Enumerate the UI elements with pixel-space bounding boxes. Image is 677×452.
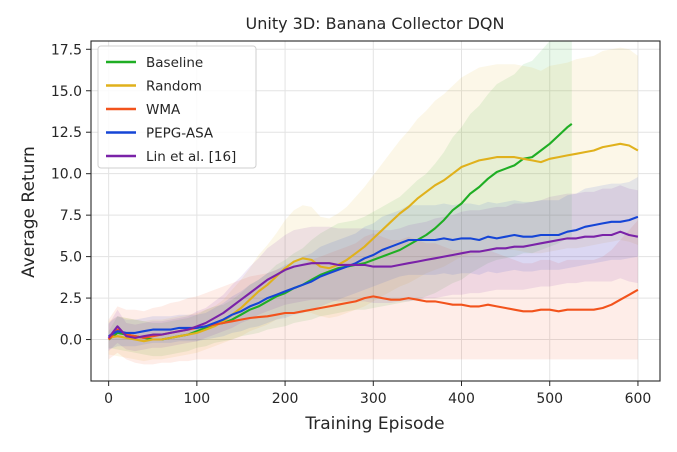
y-axis-title: Average Return [19, 146, 39, 278]
y-tick-label: 10.0 [51, 167, 82, 183]
y-tick-label: 15.0 [51, 84, 82, 100]
legend-frame [97, 45, 257, 169]
series-line-1 [108, 142, 639, 343]
series-lines [107, 123, 639, 343]
axis-ticks: 0 100 200 300 400 500 600 0.0 2.5 5.0 7.5 10.0 12.5 1… [51, 42, 651, 407]
x-tick-label: 300 [360, 391, 387, 407]
y-tick-label: 2.5 [60, 291, 82, 307]
series-line-4 [107, 230, 639, 339]
legend-label: Lin et al. [16] [146, 149, 236, 165]
y-tick-label: 5.0 [60, 250, 82, 266]
confidence-band-series-1 [108, 47, 638, 362]
legend: Baseline Random WMA PEPG-ASA Lin et al. [16] [97, 45, 257, 169]
confidence-band-series-3 [108, 177, 638, 350]
y-tick-label: 0.0 [60, 333, 82, 349]
x-tick-label: 200 [272, 391, 299, 407]
confidence-band-series-0 [108, 41, 572, 357]
y-tick-label: 12.5 [51, 125, 82, 141]
y-tick-label: 17.5 [51, 42, 82, 58]
x-tick-label: 500 [536, 391, 563, 407]
x-tick-label: 100 [183, 391, 210, 407]
legend-label: PEPG-ASA [146, 126, 214, 142]
series-line-3 [108, 215, 639, 338]
plot-frame [90, 40, 661, 382]
confidence-bands [108, 41, 638, 365]
x-tick-label: 0 [104, 391, 113, 407]
y-tick-label: 7.5 [60, 208, 82, 224]
legend-label: Random [146, 79, 202, 95]
confidence-band-series-4 [108, 185, 638, 352]
grid-lines [91, 41, 660, 381]
x-tick-label: 600 [625, 391, 652, 407]
x-tick-label: 400 [448, 391, 475, 407]
legend-label: WMA [146, 102, 181, 118]
chart-title: Unity 3D: Banana Collector DQN [246, 14, 505, 33]
legend-label: Baseline [146, 55, 203, 71]
x-axis-title: Training Episode [304, 414, 444, 434]
confidence-band-series-2 [108, 220, 638, 365]
